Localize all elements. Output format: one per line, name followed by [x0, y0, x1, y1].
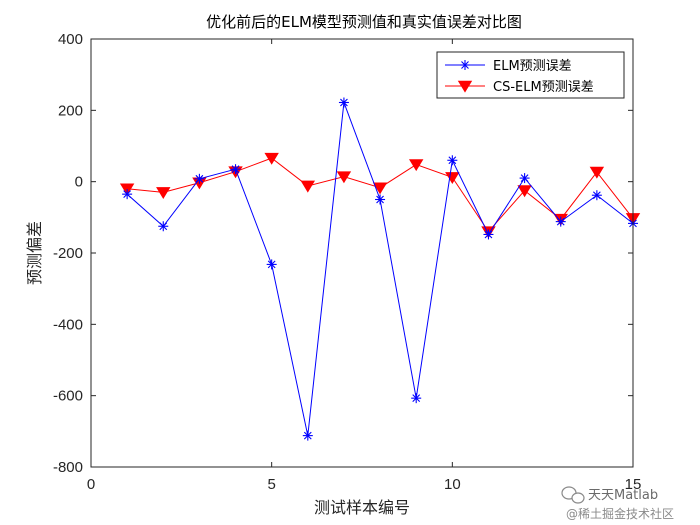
x-tick-label: 5 — [267, 476, 275, 493]
data-point — [445, 172, 460, 185]
y-tick-label: 0 — [75, 174, 83, 191]
plot-area — [91, 39, 633, 467]
y-tick-label: -200 — [53, 245, 83, 262]
data-point — [519, 173, 530, 184]
data-point — [266, 259, 277, 270]
y-tick-label: 200 — [58, 102, 83, 119]
data-point — [408, 159, 424, 172]
series-1 — [119, 152, 641, 239]
data-point — [411, 393, 422, 404]
plot-frame — [90, 38, 634, 468]
data-point — [372, 182, 388, 195]
x-tick-label: 10 — [444, 476, 461, 493]
data-point — [264, 152, 279, 165]
wechat-icon — [561, 486, 585, 504]
data-point — [158, 221, 169, 232]
series-0 — [122, 97, 638, 441]
data-point — [555, 216, 566, 227]
data-point — [375, 194, 386, 205]
watermark-line-1: 天天Matlab — [588, 488, 658, 503]
data-point — [230, 164, 241, 175]
data-point — [122, 189, 133, 200]
watermark: 天天Matlab @稀土掘金技术社区 — [561, 486, 674, 521]
series-layer — [119, 97, 641, 441]
chart-title: 优化前后的ELM模型预测值和真实值误差对比图 — [206, 13, 522, 31]
legend-item: CS-ELM预测误差 — [445, 80, 594, 95]
y-tick-label: -400 — [53, 316, 83, 333]
legend-box — [436, 51, 625, 99]
y-tick-label: -800 — [53, 459, 83, 476]
legend-marker — [460, 60, 470, 70]
data-point — [300, 180, 316, 193]
data-point — [483, 229, 494, 240]
x-tick-label: 0 — [87, 476, 95, 493]
legend: ELM预测误差 CS-ELM预测误差 — [436, 51, 625, 99]
data-point — [336, 171, 352, 184]
data-point — [302, 430, 313, 441]
axis-tick-labels: 0 5 10 15 -800 -600 -400 -200 0 200 400 — [53, 31, 641, 493]
watermark-line-2: @稀土掘金技术社区 — [566, 506, 674, 521]
data-point — [447, 155, 458, 166]
x-axis-label: 测试样本编号 — [314, 498, 410, 517]
data-point — [156, 187, 171, 199]
data-point — [517, 185, 532, 198]
legend-label: ELM预测误差 — [493, 59, 572, 74]
data-point — [589, 166, 605, 179]
legend-label: CS-ELM预测误差 — [493, 80, 594, 95]
legend-marker — [457, 80, 473, 93]
data-point — [194, 173, 205, 184]
y-tick-label: 400 — [58, 31, 83, 48]
y-tick-label: -600 — [53, 388, 83, 405]
x-tick-label: 15 — [625, 476, 642, 493]
data-point — [338, 97, 349, 108]
data-point — [591, 190, 602, 201]
legend-item: ELM预测误差 — [445, 59, 572, 74]
y-axis-label: 预测偏差 — [25, 221, 44, 285]
